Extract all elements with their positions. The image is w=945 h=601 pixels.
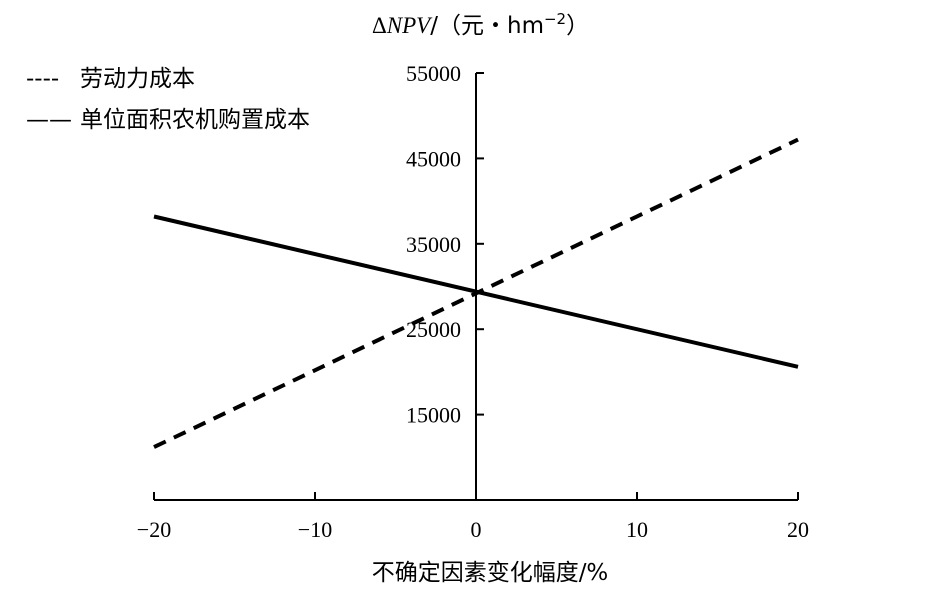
x-axis-title: 不确定因素变化幅度/% [372,560,609,586]
y-axis-title-delta: Δ [372,13,387,38]
x-tick-label: 20 [787,517,809,542]
x-tick-label: −10 [298,517,332,542]
x-tick-label: 10 [626,517,648,542]
y-axis-title-var: NPV [386,13,433,38]
x-tick-label: −20 [137,517,171,542]
legend-label-machinery-cost: 单位面积农机购置成本 [80,107,310,133]
y-tick-label: 15000 [406,403,461,428]
y-axis-title-unit: /（元・hm [430,13,544,39]
y-axis-title: ΔNPV/（元・hm−2） [372,10,589,39]
legend-marker-dashed: ---- [26,66,59,92]
legend-marker-solid: —— [26,107,72,133]
y-axis-title-close: ） [566,13,589,39]
series-layer [153,137,799,449]
y-tick-label: 55000 [406,61,461,86]
y-tick-label: 45000 [406,146,461,171]
legend-label-labor-cost: 劳动力成本 [80,66,195,92]
legend: ---- 劳动力成本 —— 单位面积农机购置成本 [26,66,310,133]
y-tick-label: 35000 [406,232,461,257]
y-axis-title-exp: −2 [544,10,566,28]
series-line-machinery-cost [153,214,799,369]
x-tick-label: 0 [471,517,482,542]
